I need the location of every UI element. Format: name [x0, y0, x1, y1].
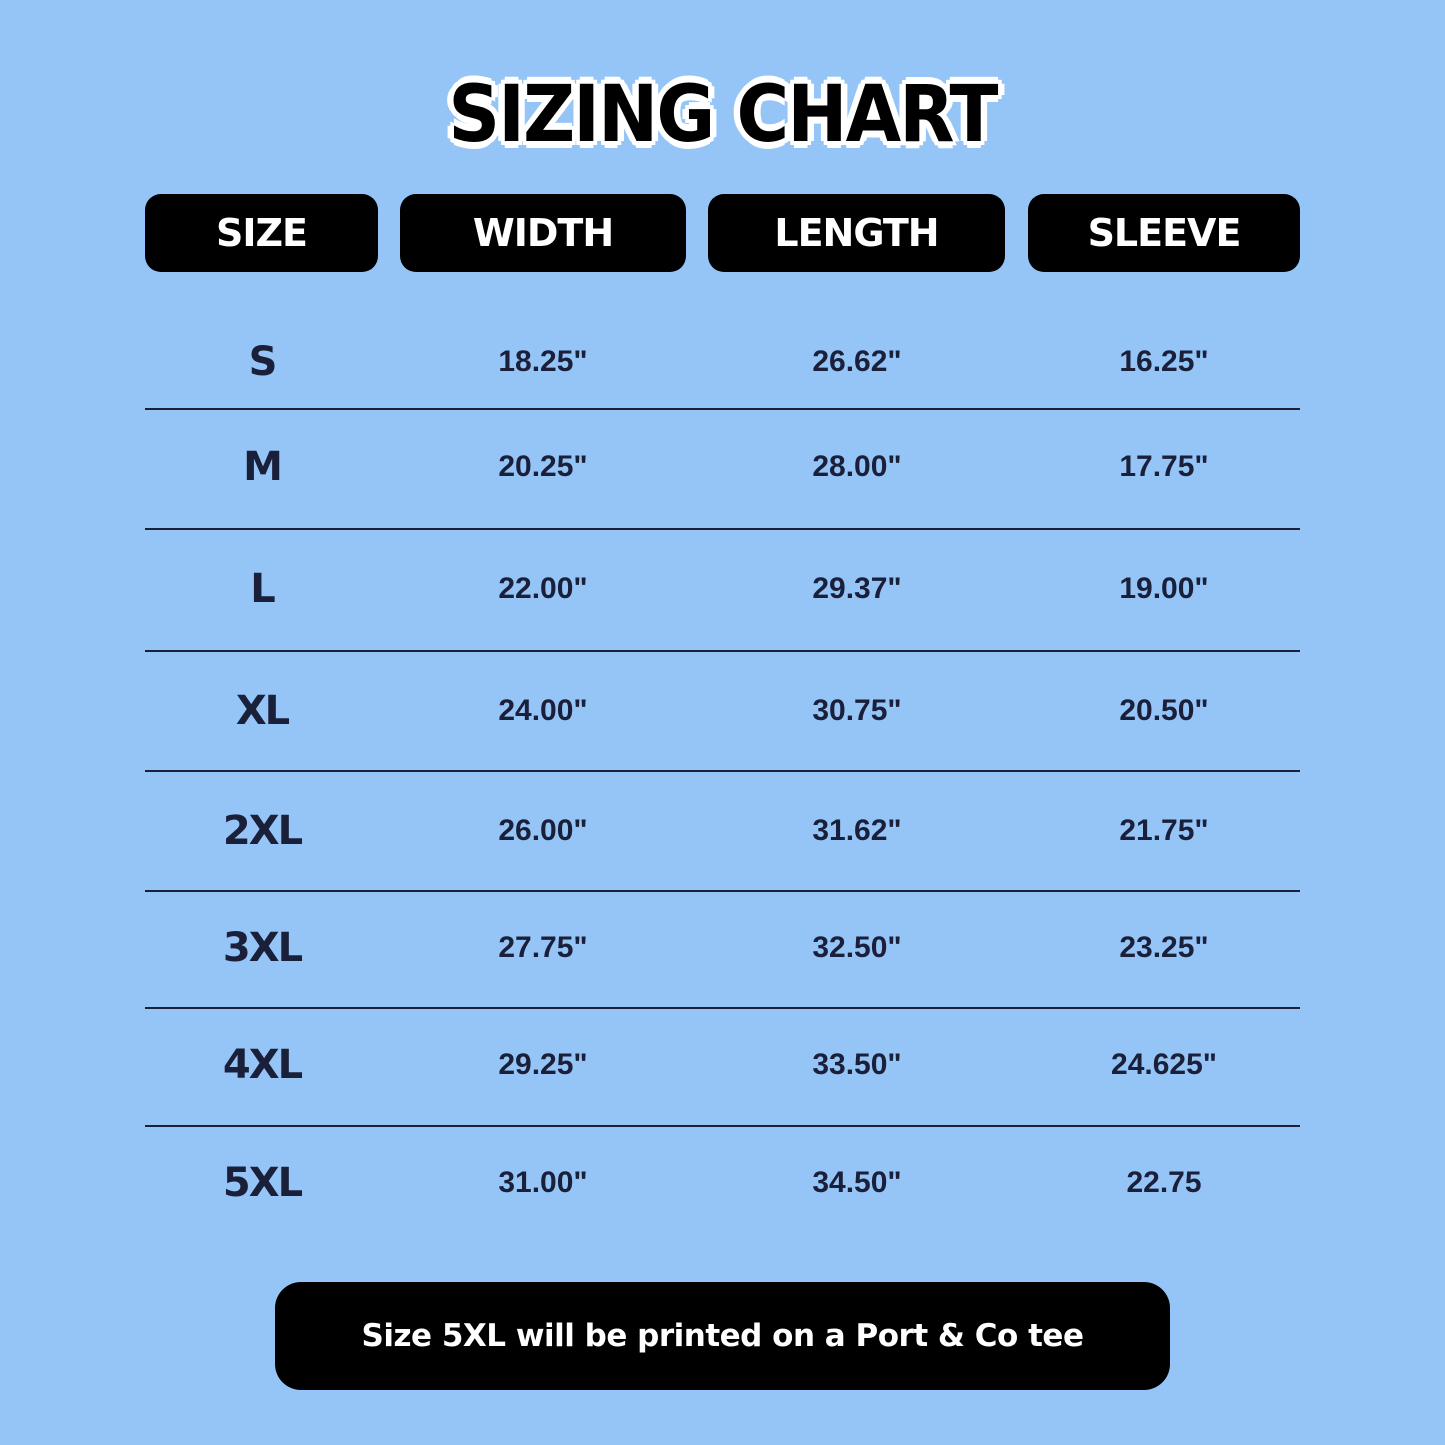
cell-sleeve: 16.25" [1119, 345, 1209, 378]
row-divider [145, 1125, 1300, 1127]
header-width: WIDTH [400, 194, 686, 272]
row-divider [145, 528, 1300, 530]
cell-length: 31.62" [812, 814, 902, 847]
cell-size: 3XL [222, 925, 303, 971]
cell-sleeve: 17.75" [1119, 450, 1209, 483]
row-divider [145, 1007, 1300, 1009]
cell-length: 28.00" [812, 450, 902, 483]
header-length: LENGTH [708, 194, 1005, 272]
cell-length: 29.37" [812, 572, 902, 605]
row-divider [145, 650, 1300, 652]
cell-sleeve: 24.625" [1111, 1048, 1217, 1081]
cell-size: S [248, 339, 278, 385]
cell-width: 18.25" [498, 345, 588, 378]
header-size: SIZE [145, 194, 378, 272]
cell-sleeve: 19.00" [1119, 572, 1209, 605]
cell-sleeve: 20.50" [1119, 694, 1209, 727]
cell-length: 30.75" [812, 694, 902, 727]
cell-size: L [250, 566, 275, 612]
cell-sleeve: 23.25" [1119, 931, 1209, 964]
cell-size: 5XL [222, 1160, 303, 1206]
row-divider [145, 770, 1300, 772]
cell-size: 2XL [222, 808, 303, 854]
cell-length: 33.50" [812, 1048, 902, 1081]
cell-sleeve: 21.75" [1119, 814, 1209, 847]
cell-width: 22.00" [498, 572, 588, 605]
row-divider [145, 408, 1300, 410]
cell-size: M [243, 444, 283, 490]
cell-sleeve: 22.75 [1126, 1166, 1202, 1199]
header-sleeve: SLEEVE [1028, 194, 1300, 272]
page-title: SIZING CHART [448, 70, 998, 160]
cell-length: 32.50" [812, 931, 902, 964]
footnote-banner: Size 5XL will be printed on a Port & Co … [275, 1282, 1170, 1390]
row-divider [145, 890, 1300, 892]
cell-width: 24.00" [498, 694, 588, 727]
cell-size: XL [235, 688, 290, 734]
cell-width: 27.75" [498, 931, 588, 964]
cell-size: 4XL [222, 1042, 303, 1088]
cell-width: 20.25" [498, 450, 588, 483]
cell-length: 34.50" [812, 1166, 902, 1199]
cell-width: 29.25" [498, 1048, 588, 1081]
cell-width: 31.00" [498, 1166, 588, 1199]
cell-length: 26.62" [812, 345, 902, 378]
cell-width: 26.00" [498, 814, 588, 847]
